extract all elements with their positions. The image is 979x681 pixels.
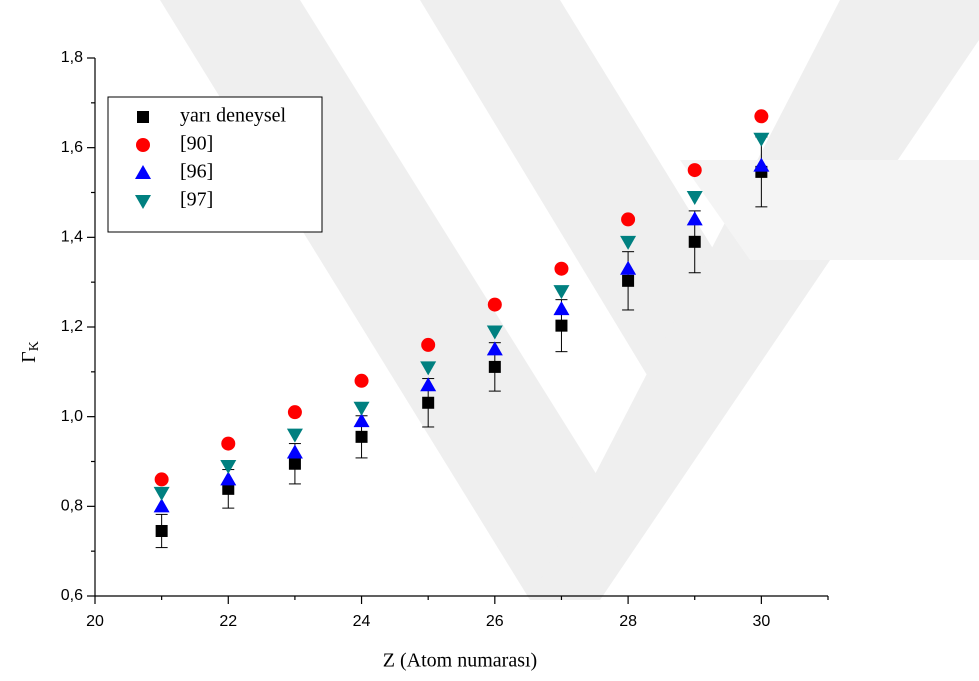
x-tick-label: 28 — [619, 613, 637, 630]
x-axis-label: Z (Atom numarası) — [383, 650, 537, 672]
marker-square — [288, 457, 301, 470]
y-axis-label-text: Γ — [18, 351, 40, 363]
watermark — [160, 0, 979, 600]
marker-triangle-up — [686, 211, 703, 226]
marker-triangle-up — [420, 377, 437, 392]
y-tick-label: 1,2 — [61, 318, 83, 335]
marker-triangle-up — [135, 165, 151, 179]
y-tick-label: 1,0 — [61, 408, 83, 425]
x-tick-label: 24 — [353, 613, 371, 630]
marker-circle — [136, 138, 150, 152]
legend-label: [96] — [180, 161, 213, 183]
marker-circle — [221, 436, 236, 451]
marker-triangle-up — [553, 301, 570, 316]
x-tick-label: 26 — [486, 613, 504, 630]
legend-label: [90] — [180, 133, 213, 155]
marker-circle — [621, 212, 636, 227]
marker-triangle-up — [753, 157, 770, 172]
watermark-stroke — [530, 0, 979, 600]
watermark-stroke — [680, 160, 979, 260]
marker-triangle-down — [620, 235, 637, 250]
marker-circle — [287, 405, 302, 420]
marker-circle — [487, 297, 502, 312]
legend-label: yarı deneysel — [180, 105, 287, 127]
marker-triangle-down — [135, 195, 151, 209]
x-tick-label: 30 — [752, 613, 770, 630]
marker-circle — [687, 163, 702, 178]
marker-triangle-down — [286, 428, 303, 443]
marker-square — [222, 482, 235, 495]
marker-square — [155, 524, 168, 537]
marker-square — [622, 274, 635, 287]
x-tick-label: 22 — [219, 613, 237, 630]
marker-triangle-down — [353, 401, 370, 416]
marker-circle — [554, 261, 569, 276]
y-tick-label: 0,8 — [61, 498, 83, 515]
y-tick-label: 0,6 — [61, 587, 83, 604]
marker-triangle-down — [486, 325, 503, 340]
watermark-stroke — [420, 0, 720, 380]
marker-circle — [354, 373, 369, 388]
marker-square — [422, 396, 435, 409]
marker-triangle-down — [686, 190, 703, 205]
marker-circle — [754, 109, 769, 124]
marker-square — [137, 111, 149, 123]
y-axis-label: ΓK — [18, 341, 43, 363]
marker-circle — [154, 472, 169, 487]
marker-square — [688, 235, 701, 248]
marker-triangle-down — [753, 132, 770, 147]
marker-triangle-up — [620, 260, 637, 275]
y-tick-label: 1,8 — [61, 49, 83, 66]
x-tick-label: 20 — [86, 613, 104, 630]
marker-triangle-down — [420, 361, 437, 376]
marker-triangle-up — [486, 341, 503, 356]
marker-square — [488, 360, 501, 373]
marker-triangle-down — [220, 459, 237, 474]
y-axis-label-sub: K — [27, 341, 42, 351]
marker-triangle-down — [553, 285, 570, 300]
legend-label: [97] — [180, 189, 213, 211]
marker-triangle-up — [220, 471, 237, 486]
marker-square — [555, 319, 568, 332]
marker-circle — [421, 337, 436, 352]
marker-triangle-up — [286, 444, 303, 459]
marker-triangle-up — [153, 498, 170, 513]
y-tick-label: 1,4 — [61, 229, 83, 246]
y-tick-label: 1,6 — [61, 139, 83, 156]
marker-square — [355, 430, 368, 443]
marker-triangle-up — [353, 413, 370, 428]
marker-triangle-down — [153, 486, 170, 501]
